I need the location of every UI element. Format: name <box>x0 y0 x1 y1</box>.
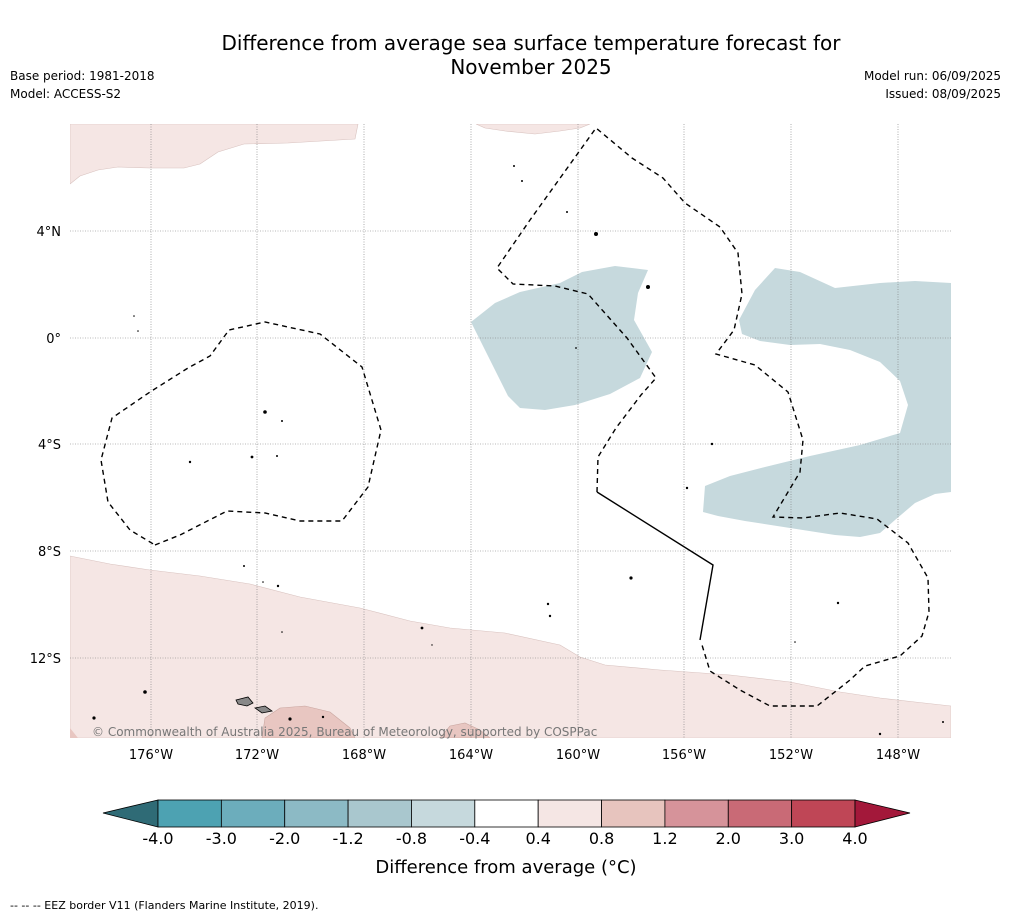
copyright-text: © Commonwealth of Australia 2025, Bureau… <box>92 725 597 739</box>
warm-anomaly-region-northwest <box>70 124 359 185</box>
lat-label-0: 0° <box>46 332 61 347</box>
lat-label-12s: 12°S <box>30 652 61 667</box>
warm-anomaly-region-small <box>439 722 491 738</box>
title-line-1: Difference from average sea surface temp… <box>221 31 841 55</box>
colorbar-tick-label: -3.0 <box>206 829 237 848</box>
colorbar-bin <box>601 799 666 828</box>
eez-border-kiribati <box>496 126 930 707</box>
colorbar-bin <box>157 799 222 828</box>
colorbar-tick-label: 1.2 <box>652 829 677 848</box>
eez-border-solid-segment <box>596 491 714 641</box>
colorbar-bin <box>220 799 286 828</box>
cool-anomaly-region-east <box>703 268 951 537</box>
footer-note: -- -- -- EEZ border V11 (Flanders Marine… <box>10 899 319 912</box>
lat-label-4s: 4°S <box>38 438 61 453</box>
metadata-right: Model run: 06/09/2025 Issued: 08/09/2025 <box>864 67 1001 103</box>
warm-anomaly-region-south <box>70 555 951 738</box>
colorbar-bin <box>411 799 476 828</box>
colorbar-tick-label: 0.4 <box>525 829 550 848</box>
latitude-labels: 4°N 0° 4°S 8°S 12°S <box>30 225 61 667</box>
lon-label-164w: 164°W <box>449 748 493 763</box>
islands <box>92 165 944 736</box>
island-upolu <box>254 705 273 714</box>
colorbar-bin <box>347 799 412 828</box>
island-savaii <box>235 696 254 707</box>
lon-label-176w: 176°W <box>129 748 173 763</box>
colorbar-above-triangle <box>854 799 911 828</box>
colorbar-tick-label: 4.0 <box>842 829 867 848</box>
metadata-left: Base period: 1981-2018 Model: ACCESS-S2 <box>10 67 155 103</box>
colorbar-label: Difference from average (°C) <box>375 857 636 878</box>
colorbar-tick-label: 2.0 <box>716 829 741 848</box>
colorbar-tick-label: 0.8 <box>589 829 614 848</box>
colorbar-tick-label: 3.0 <box>779 829 804 848</box>
colorbar-bin <box>474 799 539 828</box>
lon-label-160w: 160°W <box>556 748 600 763</box>
eez-borders <box>100 126 930 707</box>
colorbar-bin <box>664 799 729 828</box>
lon-label-148w: 148°W <box>876 748 920 763</box>
colorbar: -4.0 -3.0 -2.0 -1.2 -0.8 -0.4 0.4 0.8 1.2 2.0 3.0 4… <box>102 799 911 878</box>
lon-label-156w: 156°W <box>662 748 706 763</box>
colorbar-bin <box>791 799 856 828</box>
colorbar-tick-label: -0.4 <box>459 829 490 848</box>
lon-label-152w: 152°W <box>769 748 813 763</box>
cool-anomaly-region-central <box>471 266 652 410</box>
warm-anomaly-region-sw-corner <box>70 728 78 738</box>
longitude-labels: 176°W 172°W 168°W 164°W 160°W 156°W 152°… <box>129 748 920 763</box>
lat-label-4n: 4°N <box>37 225 62 240</box>
eez-border-tokelau <box>100 321 382 546</box>
issued-text: Issued: 08/09/2025 <box>885 87 1001 101</box>
latitude-gridlines <box>70 230 951 659</box>
colorbar-bin <box>727 799 793 828</box>
map-field <box>70 124 951 738</box>
colorbar-tick-label: -1.2 <box>332 829 363 848</box>
map-title: Difference from average sea surface temp… <box>140 31 922 79</box>
colorbar-bin <box>537 799 602 828</box>
lon-label-172w: 172°W <box>235 748 279 763</box>
colorbar-tick-label: -4.0 <box>142 829 173 848</box>
warm-anomaly-region-samoa <box>261 705 356 738</box>
colorbar-bin <box>284 799 349 828</box>
title-line-2: November 2025 <box>450 55 612 79</box>
model-run-text: Model run: 06/09/2025 <box>863 69 1001 83</box>
base-period-text: Base period: 1981-2018 <box>10 69 155 83</box>
lat-label-8s: 8°S <box>38 545 61 560</box>
colorbar-tick-label: -0.8 <box>396 829 427 848</box>
colorbar-below-triangle <box>102 799 159 828</box>
model-text: Model: ACCESS-S2 <box>10 87 122 101</box>
colorbar-tick-label: -2.0 <box>269 829 300 848</box>
lon-label-168w: 168°W <box>342 748 386 763</box>
warm-anomaly-region-north <box>475 124 591 135</box>
